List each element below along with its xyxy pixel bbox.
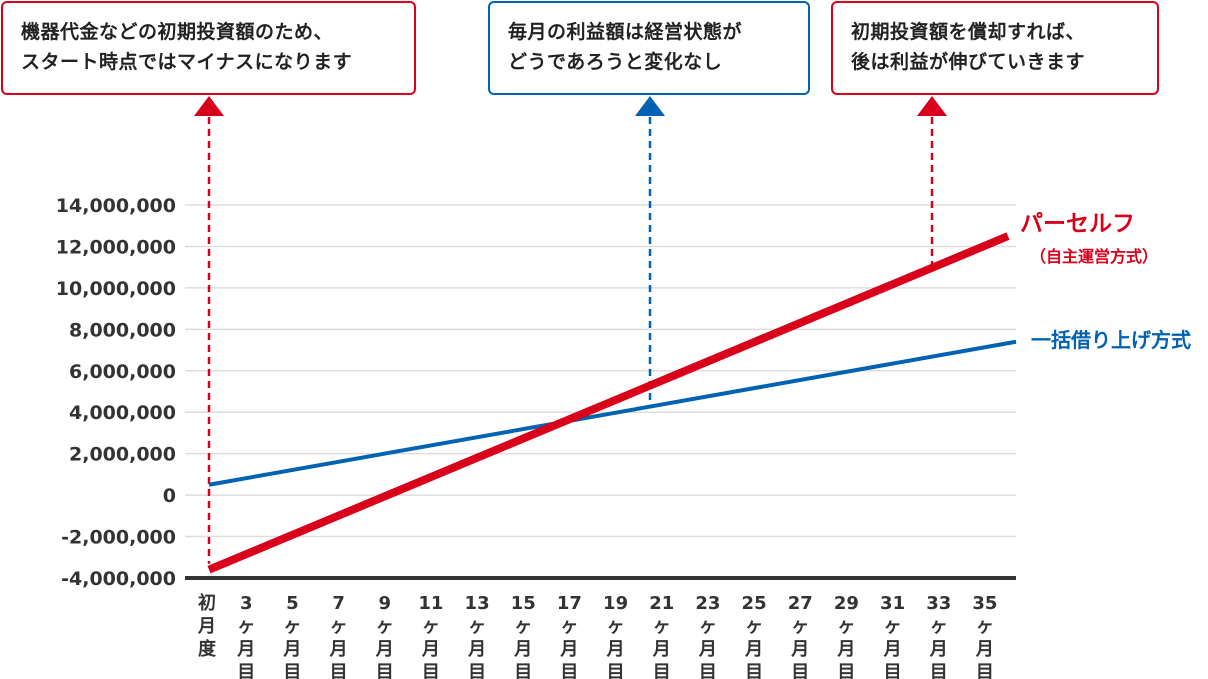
- y-tick-label: -2,000,000: [61, 527, 176, 549]
- x-tick-label: 23 ヶ月目: [695, 593, 720, 679]
- callout-line: 機器代金などの初期投資額のため、: [21, 21, 334, 43]
- y-tick-label: -4,000,000: [61, 568, 176, 590]
- callout-line: 初期投資額を償却すれば、: [851, 21, 1086, 43]
- series-labels: パーセルフ （自主運営方式） 一括借り上げ方式: [1020, 211, 1191, 352]
- x-tick-label: 9 ヶ月目: [375, 593, 394, 679]
- annotation-arrow-head: [194, 96, 224, 116]
- y-tick-label: 14,000,000: [56, 195, 176, 217]
- y-tick-label: 2,000,000: [69, 444, 176, 466]
- callout-line: 後は利益が伸びていきます: [851, 51, 1086, 73]
- callout-monthly-profit: 毎月の利益額は経営状態が どうであろうと変化なし: [488, 1, 810, 95]
- y-tick-label: 4,000,000: [69, 402, 176, 424]
- x-tick-label: 7 ヶ月目: [329, 593, 348, 679]
- x-tick-label: 35 ヶ月目: [972, 593, 997, 679]
- x-tick-label: 27 ヶ月目: [788, 593, 813, 679]
- y-tick-label: 6,000,000: [69, 361, 176, 383]
- callout-line: スタート時点ではマイナスになります: [21, 51, 353, 73]
- annotation-arrow-head: [635, 96, 665, 116]
- series-label-lease: 一括借り上げ方式: [1031, 328, 1191, 352]
- series-line-perself: [207, 232, 1010, 574]
- series-label-perself: パーセルフ: [1020, 211, 1135, 237]
- y-tick-label: 0: [163, 485, 176, 507]
- y-tick-label: 8,000,000: [69, 319, 176, 341]
- callout-initial-investment: 機器代金などの初期投資額のため、 スタート時点ではマイナスになります: [1, 1, 416, 95]
- y-tick-label: 10,000,000: [56, 278, 176, 300]
- x-tick-label: 17 ヶ月目: [557, 593, 582, 679]
- callout-line: 毎月の利益額は経営状態が: [508, 21, 743, 43]
- series-line-lease: [208, 339, 1017, 487]
- x-tick-label: 11 ヶ月目: [418, 593, 443, 679]
- annotation-arrow-head: [917, 96, 947, 116]
- annotation-arrows: [194, 96, 947, 564]
- callout-profit-growth: 初期投資額を償却すれば、 後は利益が伸びていきます: [831, 1, 1159, 95]
- x-tick-label: 15 ヶ月目: [511, 593, 536, 679]
- x-tick-label: 5 ヶ月目: [282, 593, 301, 679]
- x-tick-label: 25 ヶ月目: [742, 593, 767, 679]
- x-tick-label: 21 ヶ月目: [649, 593, 674, 679]
- y-tick-labels: -4,000,000 -2,000,000 0 2,000,000 4,000,000 6…: [56, 195, 176, 590]
- x-tick-label: 19 ヶ月目: [603, 593, 628, 679]
- x-tick-label: 3 ヶ月目: [236, 593, 255, 679]
- y-tick-label: 12,000,000: [56, 236, 176, 258]
- x-tick-label: 初月度: [197, 592, 217, 660]
- series-lines: [207, 232, 1017, 574]
- x-tick-label: 31 ヶ月目: [880, 593, 905, 679]
- grid-lines: [185, 204, 1016, 580]
- x-tick-labels: 初月度 3 ヶ月目 5 ヶ月目 7 ヶ月目 9 ヶ月目 11 ヶ月目 13 ヶ月目 15 ヶ月目 17 ヶ月目 1…: [197, 592, 997, 679]
- x-tick-label: 33 ヶ月目: [926, 593, 951, 679]
- series-sublabel-perself: （自主運営方式）: [1030, 247, 1158, 266]
- x-tick-label: 13 ヶ月目: [465, 593, 490, 679]
- callout-line: どうであろうと変化なし: [508, 51, 723, 73]
- x-tick-label: 29 ヶ月目: [834, 593, 859, 679]
